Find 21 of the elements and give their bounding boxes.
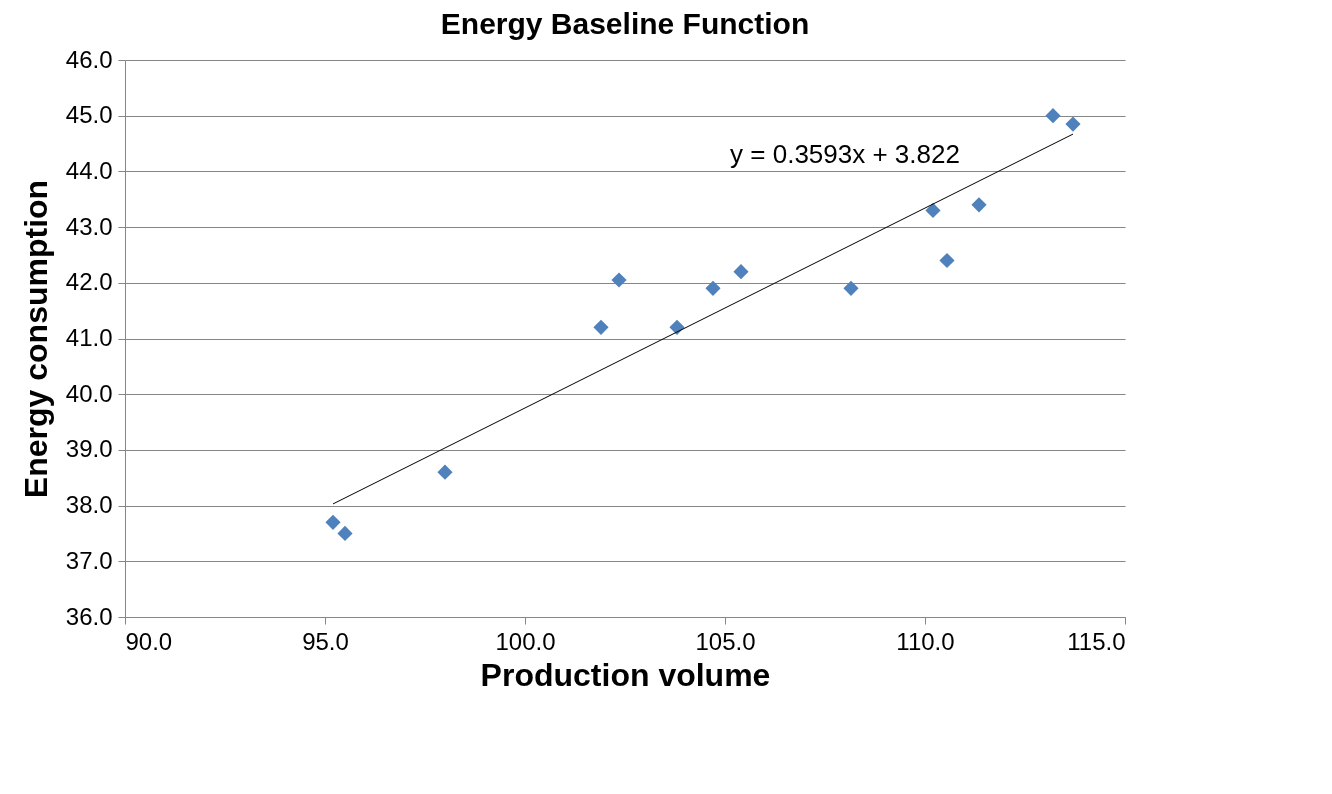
y-tick-label: 43.0 xyxy=(65,212,113,240)
x-axis-title: Production volume xyxy=(480,656,771,693)
y-tick-label: 38.0 xyxy=(65,491,113,519)
chart-title: Energy Baseline Function xyxy=(440,7,810,40)
y-tick-label: 40.0 xyxy=(65,379,113,407)
x-tick-label: 90.0 xyxy=(125,627,173,655)
y-tick-label: 36.0 xyxy=(65,602,113,630)
y-tick-label: 46.0 xyxy=(65,45,113,73)
x-tick-label: 95.0 xyxy=(302,627,349,655)
y-tick-label: 42.0 xyxy=(65,268,113,296)
y-axis-title: Energy consumption xyxy=(17,179,54,499)
x-tick-label: 115.0 xyxy=(1067,627,1126,655)
x-tick-label: 100.0 xyxy=(495,627,556,655)
y-tick-label: 44.0 xyxy=(65,156,113,184)
y-tick-label: 45.0 xyxy=(65,101,113,129)
y-tick-label: 39.0 xyxy=(65,435,113,463)
x-tick-label: 110.0 xyxy=(896,627,955,655)
y-tick-label: 37.0 xyxy=(65,546,113,574)
annotation: y = 0.3593x + 3.822 xyxy=(730,139,960,169)
y-tick-label: 41.0 xyxy=(65,324,113,351)
x-tick-label: 105.0 xyxy=(695,627,756,655)
